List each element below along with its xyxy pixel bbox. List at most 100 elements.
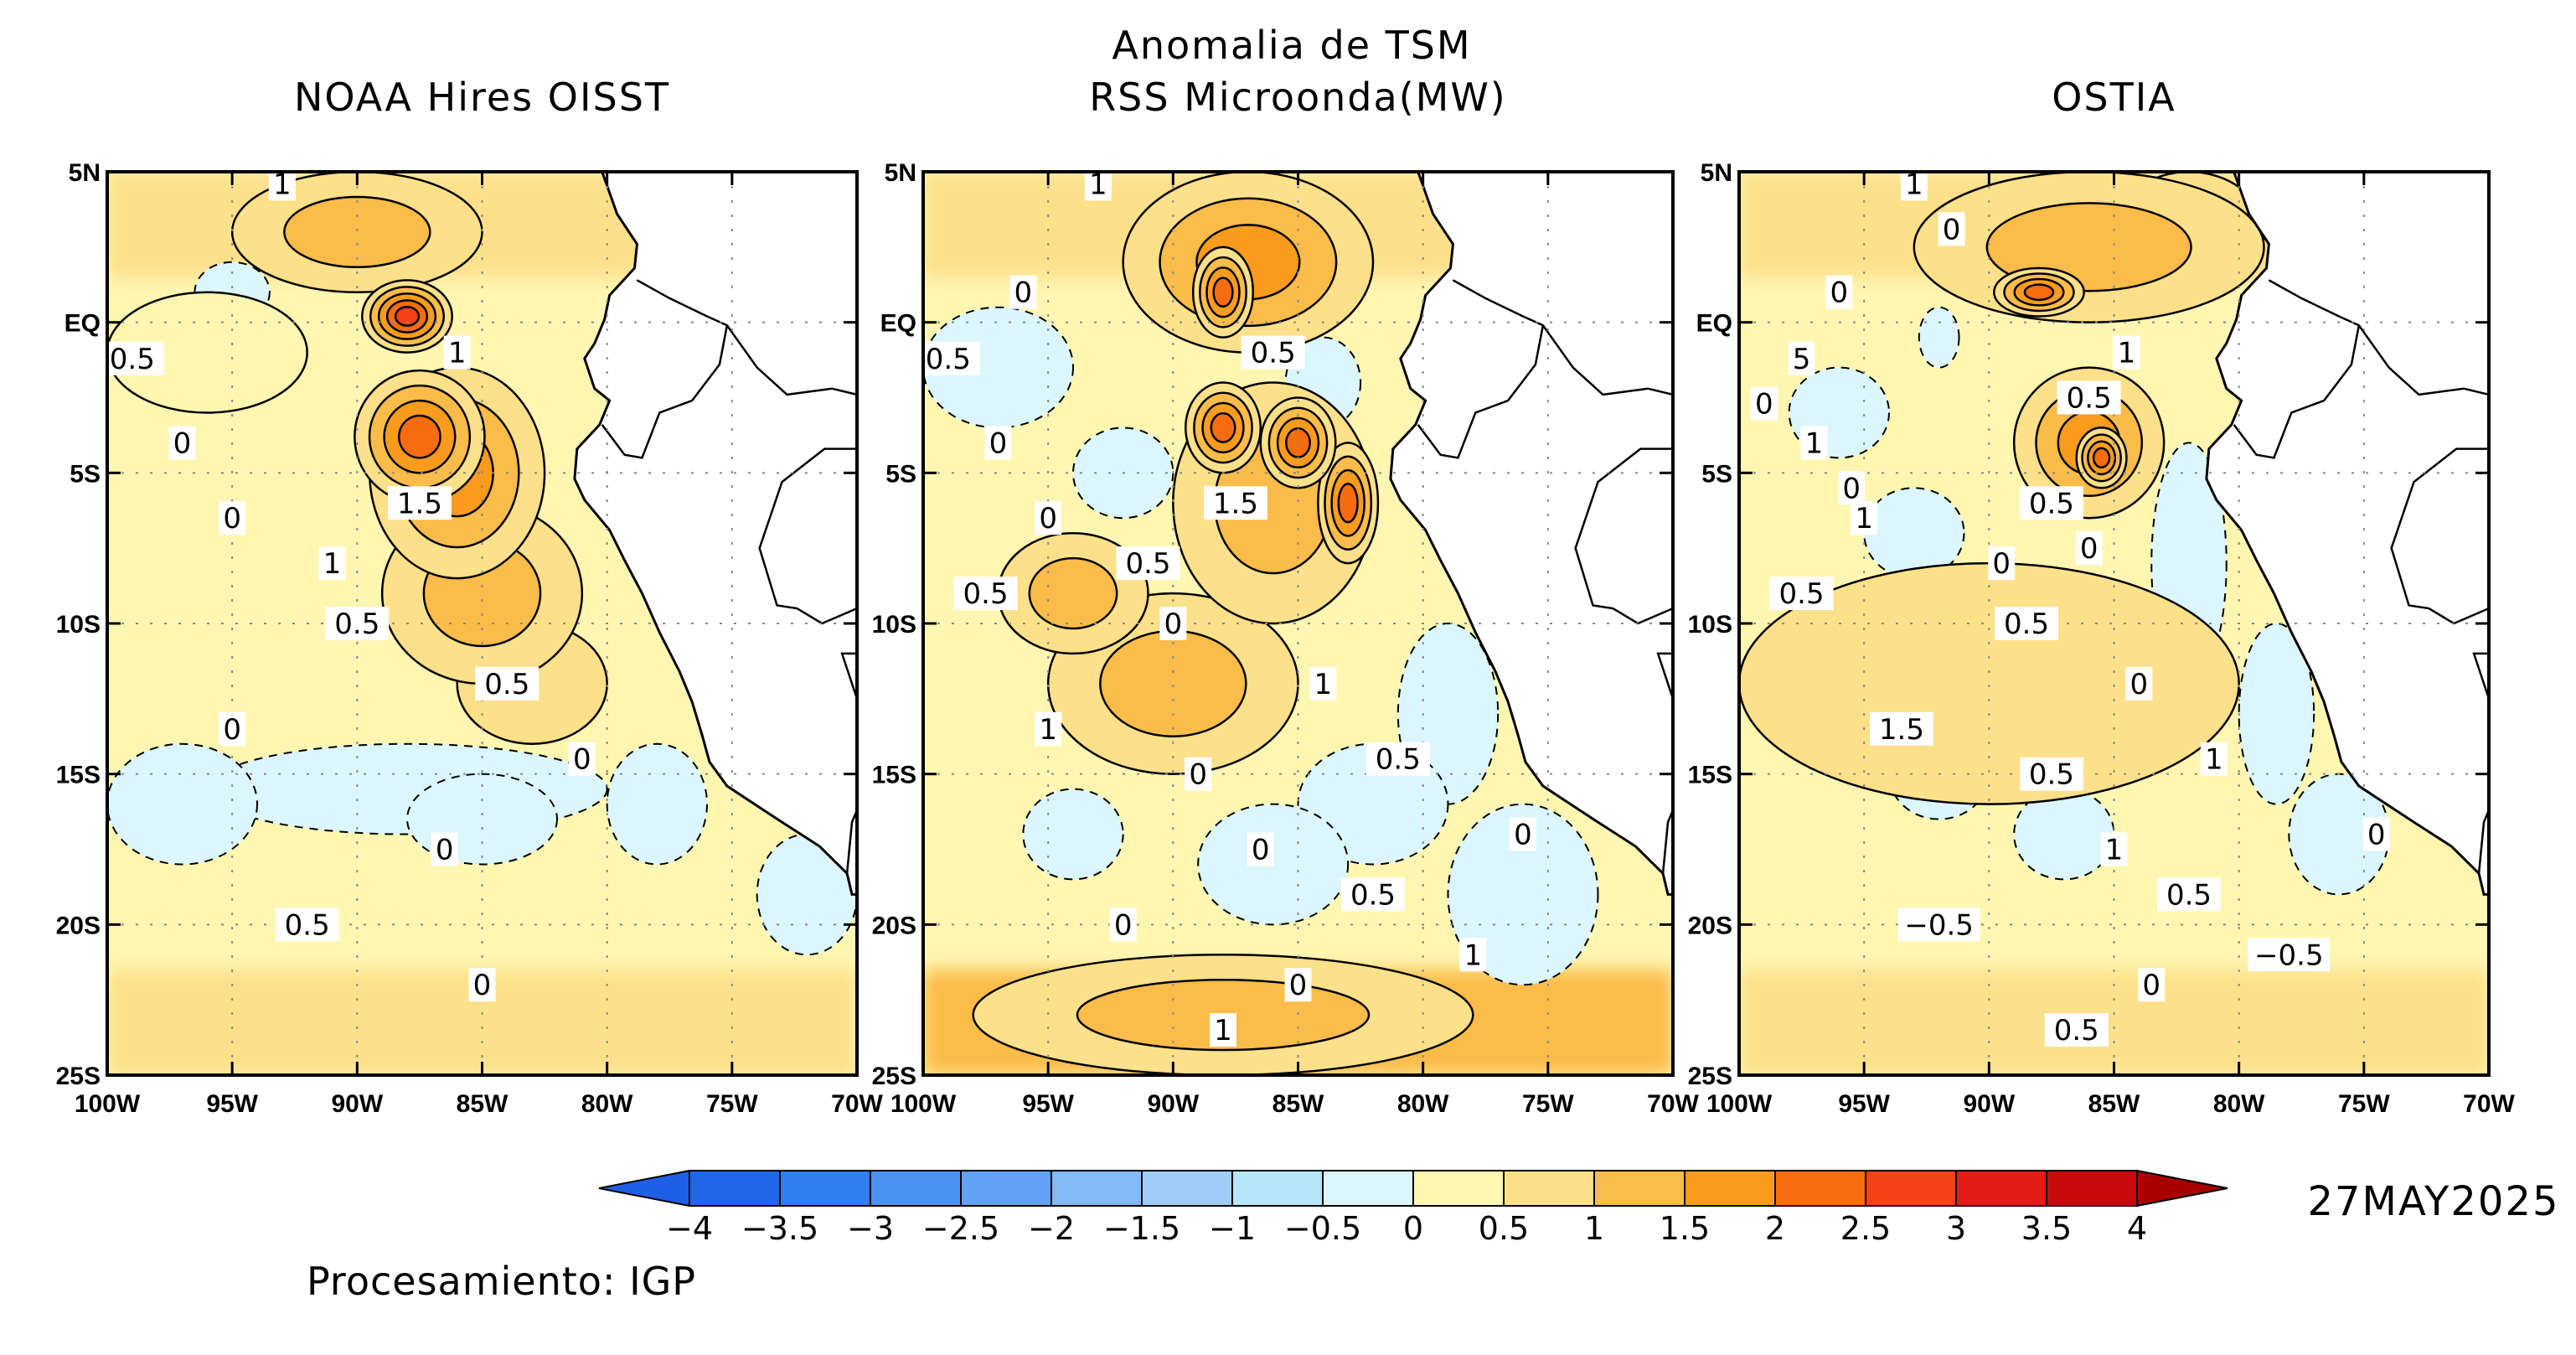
- lon-tick-label: 85W: [2088, 1090, 2140, 1118]
- lon-tick-label: 70W: [1647, 1090, 1699, 1118]
- panel-noaa-oisst: NOAA Hires OISST 1 0.5 0 1 1.5 0.5 0.5 0 0 0 0.5 0 0 1…: [56, 75, 884, 1118]
- contour-label: 0.5: [1376, 743, 1421, 777]
- contour-label: 0: [1189, 758, 1207, 792]
- contour-label: 1: [323, 547, 342, 581]
- colorbar-swatch: [1774, 1170, 1866, 1207]
- contour-label: 0.5: [926, 343, 971, 376]
- colorbar-tick-label: 3.5: [2021, 1210, 2072, 1247]
- lat-tick-label: 10S: [56, 611, 101, 639]
- anomaly-field: [1739, 172, 2489, 1075]
- contour-label-box: [1009, 275, 1037, 309]
- contour-label: 0.5: [2029, 758, 2074, 792]
- contour-label: 0.5: [1779, 577, 1825, 611]
- contour-label: 0: [989, 427, 1008, 460]
- contour-label-box: [1241, 335, 1305, 370]
- contour-label: 1: [273, 168, 292, 201]
- contour-label-box: [2200, 742, 2228, 776]
- contour-label: 0: [2080, 532, 2098, 566]
- lon-tick-label: 90W: [1147, 1090, 1199, 1118]
- lon-tick-label: 90W: [331, 1090, 383, 1118]
- contour-label-box: [916, 341, 980, 375]
- anomaly-contour: [107, 291, 308, 414]
- lat-tick-label: EQ: [880, 310, 916, 338]
- contour-label-box: [568, 742, 596, 776]
- lat-tick-label: 5N: [885, 159, 916, 187]
- contour-label-box: [2113, 335, 2140, 370]
- contour-label-box: [2019, 757, 2083, 791]
- anomaly-contour: [2023, 283, 2055, 302]
- negative-anomaly-area: [2238, 623, 2315, 805]
- contour-label: 0: [223, 713, 241, 747]
- contour-label: 0: [473, 969, 492, 1002]
- contour-label-box: [1109, 908, 1137, 942]
- colorbar-tick-label: −3.5: [741, 1210, 818, 1247]
- contour-label: 0: [1164, 608, 1183, 641]
- negative-anomaly-area: [406, 773, 558, 866]
- colorbar-swatch: [870, 1170, 962, 1207]
- contour-label: 1.5: [397, 487, 442, 520]
- land-mask: [1390, 172, 1673, 895]
- contour-label: 1: [448, 337, 467, 370]
- processing-credit: Procesamiento: IGP: [307, 1259, 696, 1304]
- contour-label: 0: [1039, 502, 1057, 535]
- contour-label-box: [1459, 938, 1487, 972]
- contour-label: 1.5: [1879, 713, 1924, 747]
- contour-label: 5: [1793, 343, 1811, 376]
- lon-tick-label: 75W: [2338, 1090, 2390, 1118]
- contour-label-box: [1838, 471, 1866, 505]
- land-mask: [574, 172, 857, 895]
- lat-tick-label: 5S: [70, 460, 101, 488]
- contour-label: −0.5: [2254, 939, 2324, 972]
- contour-label-box: [2044, 1013, 2109, 1047]
- colorbar-low-extension: [598, 1169, 690, 1208]
- anomaly-contour: [394, 306, 421, 327]
- country-border: [1417, 325, 1545, 459]
- colorbar-tick-label: 1.5: [1660, 1210, 1710, 1247]
- contour-label: 1: [2118, 337, 2136, 370]
- contour-label-box: [1203, 486, 1267, 520]
- colorbar-swatch: [1955, 1170, 2047, 1207]
- lon-tick-label: 80W: [1397, 1090, 1449, 1118]
- colorbar-swatch: [1503, 1170, 1595, 1207]
- colorbar-tick-label: −0.5: [1284, 1210, 1361, 1247]
- colorbar-high-extension: [2136, 1169, 2228, 1208]
- contour-label-box: [1341, 877, 1405, 912]
- contour-label-box: [1869, 711, 1933, 746]
- contour-label-box: [953, 577, 1018, 611]
- anomaly-contour: [2092, 447, 2111, 469]
- lat-tick-label: 10S: [1688, 611, 1732, 639]
- colorbar: −4 −3.5 −3 −2.5 −2 −1.5 −1 −0.5 0 0.5 1 1.5 2 2.5 3 3.5…: [598, 1169, 2228, 1247]
- contour-label: 0.5: [2166, 878, 2212, 912]
- contour-label-box: [1510, 817, 1536, 851]
- anomaly-field: [923, 172, 1673, 1075]
- contour-label-box: [1284, 968, 1312, 1002]
- colorbar-tick-label: 2: [1765, 1210, 1785, 1247]
- contour-label-box: [318, 546, 346, 581]
- contour-label-box: [1825, 275, 1853, 309]
- lon-tick-label: 95W: [206, 1090, 258, 1118]
- colorbar-swatch: [1231, 1170, 1324, 1207]
- negative-anomaly-area: [107, 742, 258, 866]
- contour-label: 1: [1464, 939, 1483, 972]
- contour-label-box: [1750, 386, 1778, 421]
- contour-label-box: [1309, 666, 1337, 701]
- contour-label-box: [100, 341, 164, 375]
- contour-label-box: [1247, 832, 1274, 866]
- contour-label-box: [1897, 908, 1980, 942]
- negative-anomaly-area: [1918, 306, 1960, 369]
- contour-label-box: [2125, 666, 2153, 701]
- lat-tick-label: 25S: [56, 1063, 101, 1090]
- colorbar-tick-label: −4: [666, 1210, 713, 1247]
- lat-tick-label: 10S: [872, 611, 916, 639]
- contour-label: 0: [1514, 819, 1532, 852]
- colorbar-swatch: [689, 1170, 781, 1207]
- colorbar-swatch: [1412, 1170, 1505, 1207]
- contour-label: 0.5: [484, 668, 529, 701]
- colorbar-swatch: [1051, 1170, 1143, 1207]
- colorbar-swatch: [1593, 1170, 1685, 1207]
- country-border: [601, 325, 729, 459]
- lon-tick-label: 80W: [581, 1090, 633, 1118]
- colorbar-tick-label: −2: [1028, 1210, 1075, 1247]
- negative-anomaly-area: [1863, 487, 1965, 580]
